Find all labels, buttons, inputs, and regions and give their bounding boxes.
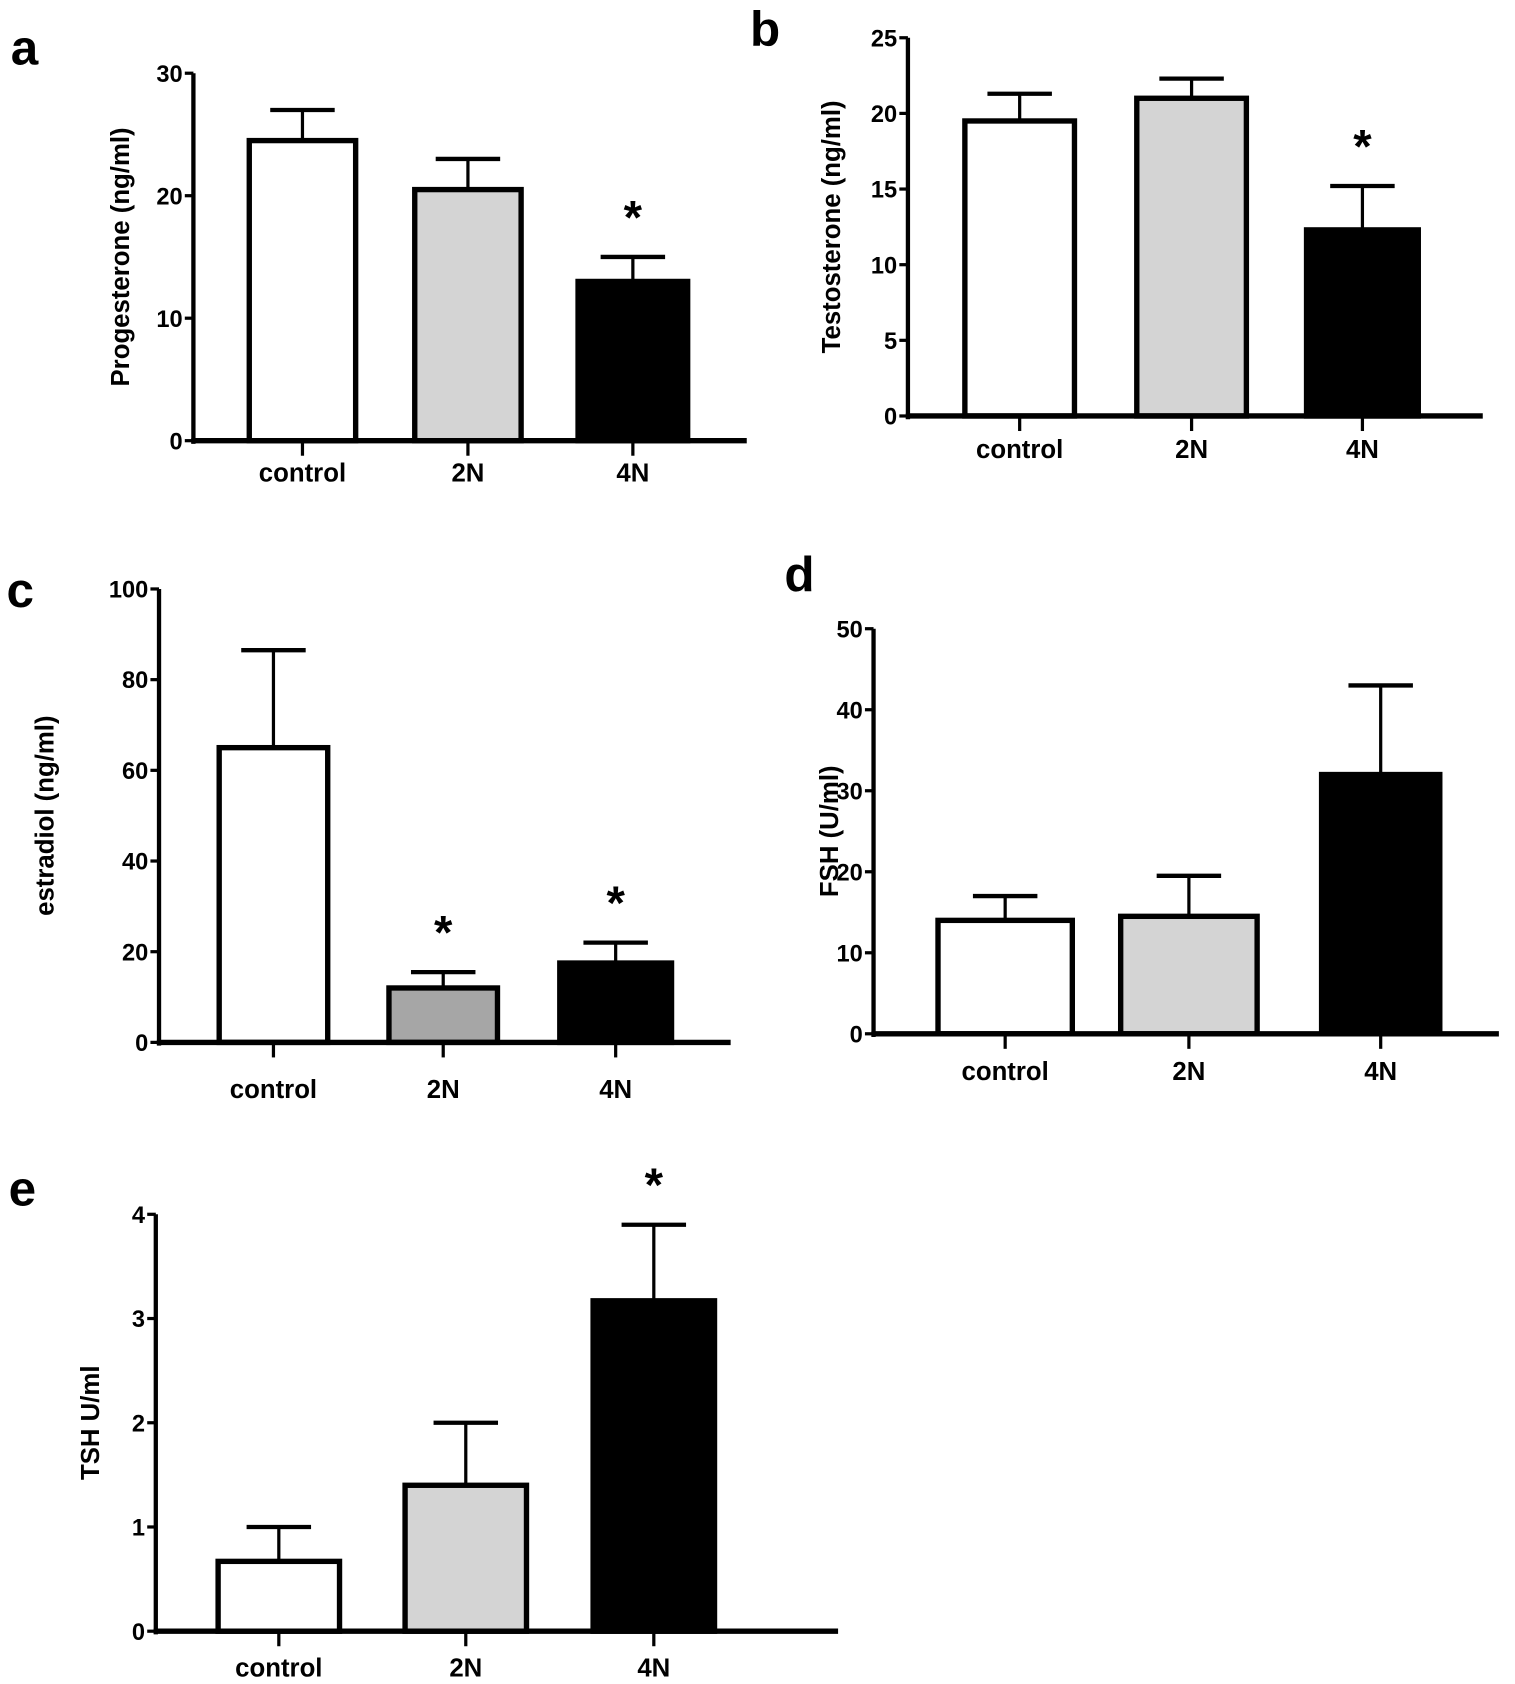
y-tick-label: 20: [156, 184, 182, 210]
y-tick-label: 40: [122, 850, 148, 876]
x-tick-label: 2N: [451, 460, 484, 488]
y-tick-label: 50: [837, 617, 863, 643]
x-tick-label: 4N: [616, 460, 649, 488]
significance-marker: *: [434, 906, 453, 959]
x-tick-label: 2N: [1175, 436, 1208, 464]
y-tick-label: 30: [156, 62, 182, 88]
panel-letter: c: [6, 563, 33, 618]
bar-4N: [590, 1298, 718, 1634]
y-tick-label: 100: [109, 578, 148, 604]
y-tick-label: 25: [871, 26, 897, 52]
y-tick-label: 30: [837, 779, 863, 805]
y-tick-label: 0: [132, 1620, 145, 1646]
x-tick-label: 4N: [637, 1654, 670, 1682]
bar-2N: [1134, 95, 1250, 419]
x-tick-label: control: [259, 460, 346, 488]
significance-marker: *: [1353, 120, 1372, 173]
x-tick-label: 2N: [449, 1654, 482, 1682]
bar-4N: [1303, 227, 1421, 419]
x-tick-label: 4N: [599, 1076, 632, 1104]
panel-letter: a: [11, 21, 39, 76]
x-tick-label: control: [230, 1076, 317, 1104]
panel-letter: d: [784, 547, 814, 602]
panel-e: e TSH U/ml control 2N 4N * 0 1 2 3 4: [9, 1159, 839, 1682]
y-tick-label: 40: [837, 698, 863, 724]
significance-marker: *: [606, 877, 625, 930]
y-tick-label: 0: [850, 1022, 863, 1048]
y-tick-label: 10: [156, 307, 182, 333]
bar-4N: [575, 278, 691, 444]
y-axis-label: estradiol (ng/ml): [32, 715, 60, 915]
y-tick-label: 20: [837, 860, 863, 886]
y-tick-label: 0: [135, 1031, 148, 1057]
x-tick-label: 4N: [1364, 1058, 1397, 1086]
y-tick-label: 20: [122, 940, 148, 966]
panel-a: a Progesterone (ng/ml) control 2N 4N * 0 10 20 30: [11, 21, 747, 488]
y-tick-label: 0: [170, 429, 183, 455]
bar-control: [246, 137, 359, 444]
x-tick-label: control: [976, 436, 1063, 464]
significance-marker: *: [624, 191, 643, 244]
bar-4N: [557, 960, 675, 1046]
y-axis-label: FSH (U/ml): [816, 765, 844, 897]
y-tick-label: 5: [884, 329, 897, 355]
bar-2N: [412, 186, 524, 444]
panel-letter: e: [9, 1162, 36, 1217]
x-tick-label: control: [235, 1654, 322, 1682]
y-tick-label: 15: [871, 178, 897, 204]
bar-control: [962, 118, 1078, 419]
panel-c: c estradiol (ng/ml) control 2N * 4N * 0 20 40 60 80…: [6, 563, 731, 1104]
y-tick-label: 1: [132, 1516, 145, 1542]
y-tick-label: 3: [132, 1307, 145, 1333]
y-axis-label: Testosterone (ng/ml): [818, 100, 846, 353]
x-tick-label: 4N: [1346, 436, 1379, 464]
y-tick-label: 10: [837, 941, 863, 967]
bar-control: [216, 744, 331, 1046]
y-tick-label: 20: [871, 102, 897, 128]
bar-control: [935, 917, 1076, 1037]
y-tick-label: 80: [122, 668, 148, 694]
panel-d: d FSH (U/ml) control 2N 4N 0 10 20 30 40 50: [784, 547, 1499, 1086]
x-tick-label: control: [962, 1058, 1049, 1086]
bar-2N: [386, 985, 501, 1046]
panel-b: b Testosterone (ng/ml) control 2N 4N * 0 5 10 15 2…: [750, 1, 1483, 464]
x-tick-label: 2N: [427, 1076, 460, 1104]
y-tick-label: 10: [871, 253, 897, 279]
y-tick-label: 4: [132, 1203, 146, 1229]
bar-control: [215, 1558, 343, 1634]
y-axis-label: TSH U/ml: [77, 1365, 105, 1480]
x-tick-label: 2N: [1172, 1058, 1205, 1086]
y-tick-label: 60: [122, 759, 148, 785]
y-tick-label: 0: [884, 405, 897, 431]
significance-marker: *: [645, 1159, 664, 1212]
y-tick-label: 2: [132, 1411, 145, 1437]
bar-2N: [402, 1482, 530, 1634]
bar-4N: [1318, 771, 1443, 1037]
bar-2N: [1117, 913, 1260, 1037]
panel-letter: b: [750, 1, 780, 56]
y-axis-label: Progesterone (ng/ml): [107, 127, 135, 386]
